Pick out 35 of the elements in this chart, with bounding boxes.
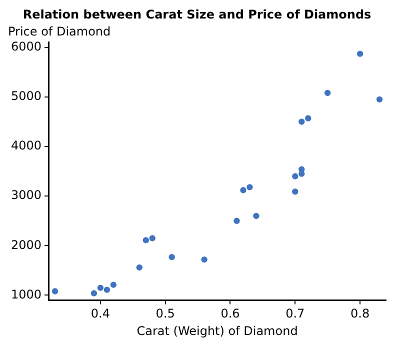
y-tick-label: 1000 <box>10 287 42 302</box>
point <box>97 284 104 291</box>
y-tick-label: 3000 <box>10 188 42 202</box>
chart-title: Relation between Carat Size and Price of Diamonds <box>22 7 372 22</box>
y-axis-title: Price of Diamond <box>8 24 111 39</box>
point <box>292 173 298 180</box>
y-tick-label: 6000 <box>10 39 42 54</box>
point <box>201 256 208 263</box>
x-tick-label: 0.8 <box>350 306 370 321</box>
point <box>298 118 305 125</box>
point <box>305 115 312 122</box>
point <box>136 264 142 271</box>
x-tick-label: 0.6 <box>220 306 240 321</box>
point <box>376 96 383 103</box>
y-tick-label: 4000 <box>10 138 42 153</box>
x-axis-title: Carat (Weight) of Diamond <box>136 324 298 338</box>
point <box>253 212 260 220</box>
point <box>324 90 331 96</box>
point <box>292 188 298 195</box>
point <box>110 282 117 288</box>
point <box>234 218 240 224</box>
point <box>90 290 98 296</box>
point <box>168 254 175 260</box>
x-tick-label: 0.5 <box>156 306 175 321</box>
point <box>149 235 156 242</box>
x-tick-label: 0.4 <box>90 306 110 321</box>
y-tick-label: 5000 <box>10 89 42 104</box>
point <box>240 187 246 194</box>
point <box>142 237 149 244</box>
y-tick-label: 2000 <box>10 238 42 252</box>
point <box>246 184 253 190</box>
point <box>104 286 110 293</box>
point <box>52 288 58 294</box>
x-tick-label: 0.7 <box>286 306 305 321</box>
point <box>356 50 364 57</box>
